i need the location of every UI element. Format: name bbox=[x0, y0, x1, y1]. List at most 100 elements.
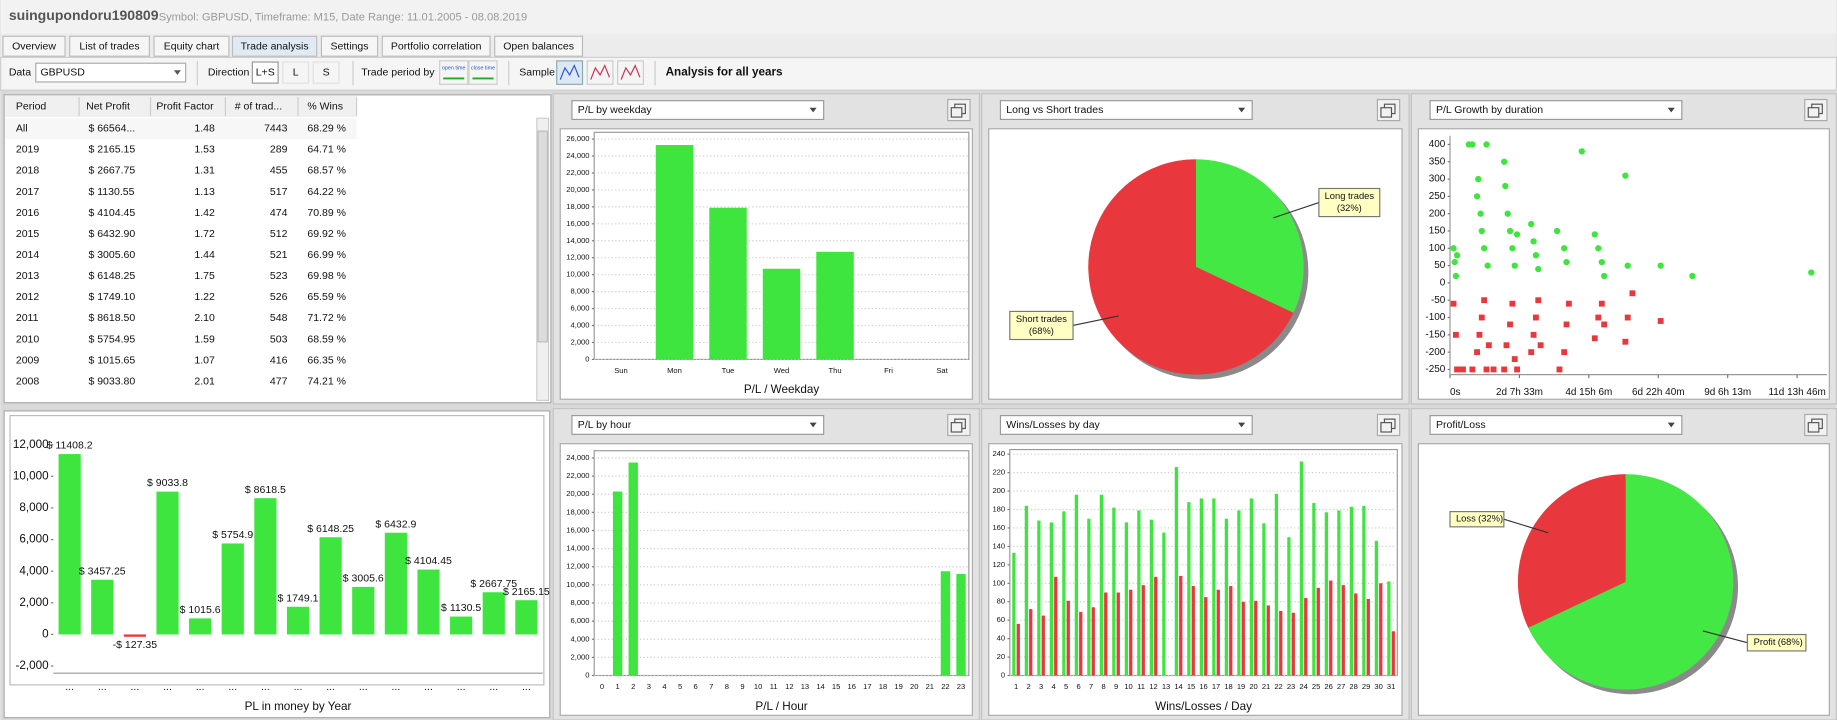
tab[interactable] bbox=[2, 35, 66, 57]
icon-line bbox=[559, 64, 580, 80]
value-label: $ 4104.45 bbox=[405, 555, 452, 567]
sample-icon[interactable] bbox=[556, 60, 584, 85]
y-tick-label: 100 bbox=[1429, 243, 1446, 254]
point bbox=[1563, 258, 1570, 266]
pie-slice bbox=[1195, 159, 1304, 313]
table-row[interactable] bbox=[5, 350, 357, 372]
table-row[interactable] bbox=[5, 160, 357, 182]
bar bbox=[1312, 503, 1316, 676]
point bbox=[1452, 272, 1460, 280]
point bbox=[1453, 252, 1461, 259]
table-cell: $ 2667.75 bbox=[88, 165, 135, 177]
scrollbar-thumb[interactable] bbox=[537, 130, 548, 343]
bar bbox=[1354, 593, 1358, 676]
symbol-dropdown[interactable] bbox=[35, 62, 187, 83]
table-cell: 2008 bbox=[16, 375, 40, 387]
slice-value: (32%) bbox=[1478, 514, 1503, 524]
chart-selector[interactable] bbox=[999, 100, 1253, 120]
y-tick-label: 150 bbox=[1429, 226, 1446, 237]
bar bbox=[1187, 502, 1191, 676]
x-tick-label: 4 bbox=[662, 682, 666, 691]
y-tick-label: 4,000 bbox=[571, 321, 590, 330]
y-tick-label: 250 bbox=[1429, 191, 1446, 202]
y-tick-label: 240 bbox=[992, 449, 1005, 458]
bar bbox=[91, 579, 114, 635]
point bbox=[1601, 272, 1608, 280]
table-row[interactable] bbox=[5, 118, 357, 140]
y-tick-label: 80 bbox=[997, 597, 1005, 606]
dropdown-arrow bbox=[1238, 107, 1246, 113]
point bbox=[1501, 366, 1508, 373]
column-header: # of trad... bbox=[235, 100, 282, 112]
bar bbox=[1162, 532, 1166, 676]
sample-icon[interactable] bbox=[586, 60, 614, 85]
table-row[interactable] bbox=[5, 265, 357, 287]
slice-name: Profit bbox=[1754, 637, 1776, 647]
chart-selector[interactable] bbox=[1429, 100, 1683, 120]
y-tick-label: 400 bbox=[1429, 139, 1446, 150]
chart-selector[interactable] bbox=[571, 415, 825, 435]
strategy-info: Symbol: GBPUSD, Timeframe: M15, Date Ran… bbox=[159, 11, 527, 23]
bar bbox=[1049, 522, 1054, 676]
x-tick-label: 2 bbox=[631, 682, 635, 691]
tab[interactable] bbox=[153, 35, 230, 57]
x-tick-label: ... bbox=[196, 681, 205, 693]
table-row[interactable] bbox=[5, 139, 357, 161]
tab[interactable] bbox=[381, 35, 491, 57]
direction-button[interactable] bbox=[312, 61, 340, 84]
x-axis-label: P/L / Hour bbox=[755, 700, 807, 713]
bar bbox=[1104, 592, 1108, 676]
value-label: $ 9033.8 bbox=[147, 477, 188, 489]
bar bbox=[384, 532, 407, 635]
point bbox=[1500, 158, 1508, 165]
y-tick-label: 6,000 bbox=[19, 533, 49, 546]
x-tick-label: 9 bbox=[1114, 682, 1118, 691]
point bbox=[1530, 238, 1537, 245]
point bbox=[1450, 245, 1457, 252]
point bbox=[1469, 141, 1476, 148]
y-tick-label: 220 bbox=[992, 468, 1005, 477]
table-cell: 2011 bbox=[16, 312, 39, 324]
bar bbox=[1299, 461, 1304, 676]
x-tick-label: 20 bbox=[910, 682, 918, 691]
dropdown-arrow bbox=[173, 70, 181, 75]
bar bbox=[1074, 494, 1079, 676]
chart-selector[interactable] bbox=[999, 415, 1253, 435]
table-row[interactable] bbox=[5, 223, 357, 245]
point bbox=[1483, 141, 1490, 148]
bar bbox=[1374, 540, 1379, 676]
chart-selector[interactable] bbox=[571, 100, 825, 120]
tab[interactable] bbox=[231, 35, 318, 57]
direction-button[interactable] bbox=[251, 61, 279, 84]
x-tick-label: 26 bbox=[1324, 682, 1332, 691]
x-tick-label: 21 bbox=[926, 682, 934, 691]
table-cell: 2017 bbox=[16, 186, 40, 198]
tab[interactable] bbox=[320, 35, 379, 57]
sample-icon[interactable] bbox=[617, 60, 644, 85]
table-cell: 1.44 bbox=[194, 249, 215, 261]
table-row[interactable] bbox=[5, 181, 357, 203]
bar bbox=[1241, 601, 1245, 676]
table-row[interactable] bbox=[5, 202, 357, 224]
direction-button[interactable] bbox=[282, 61, 310, 84]
title-bar bbox=[0, 0, 1837, 34]
pie-slice bbox=[1528, 474, 1734, 690]
bar bbox=[1274, 493, 1279, 676]
table-row[interactable] bbox=[5, 371, 357, 393]
tab[interactable] bbox=[494, 35, 584, 57]
bar bbox=[1324, 512, 1329, 676]
chart-selector[interactable] bbox=[1429, 415, 1683, 435]
table-row[interactable] bbox=[5, 328, 357, 351]
sample-label: Sample bbox=[519, 66, 555, 78]
callout-line bbox=[1072, 315, 1119, 327]
table-row[interactable] bbox=[5, 286, 357, 308]
tab[interactable] bbox=[69, 35, 150, 57]
x-tick-label: 10 bbox=[754, 682, 762, 691]
y-tick-label: 2,000 bbox=[571, 337, 590, 346]
direction-label: Direction bbox=[208, 66, 250, 78]
table-row[interactable] bbox=[5, 307, 357, 329]
y-tick-label: 0 bbox=[1440, 278, 1446, 289]
table-row[interactable] bbox=[5, 244, 357, 266]
y-tick-label: 22,000 bbox=[566, 471, 589, 480]
